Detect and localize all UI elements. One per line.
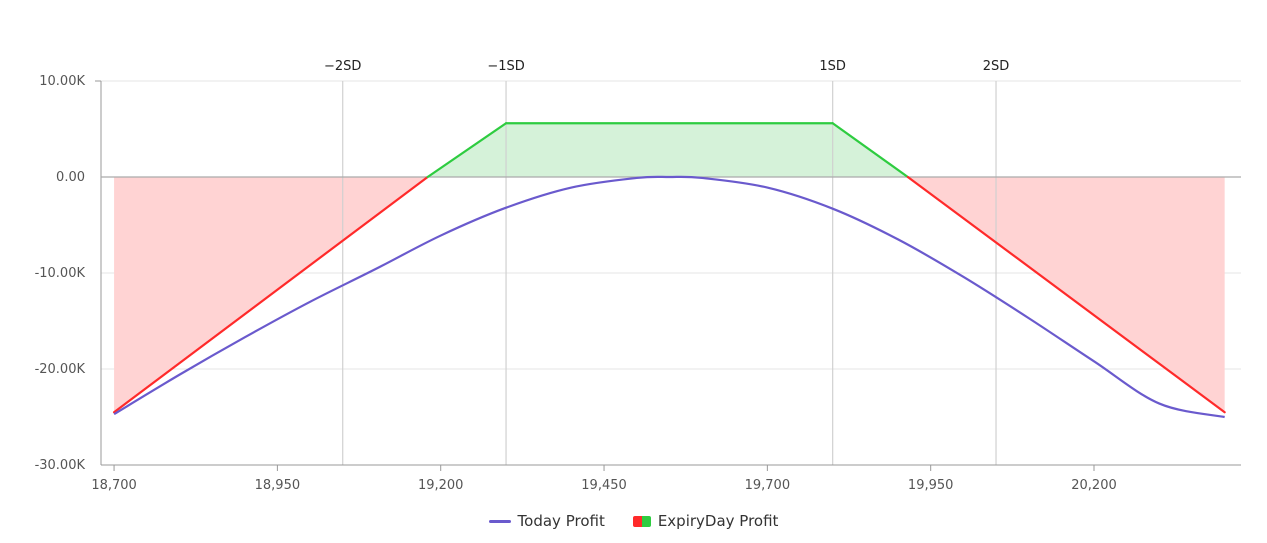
x-tick-label: 19,200 [418, 478, 464, 493]
y-tick-label: -10.00K [35, 266, 86, 281]
expiry-loss-line-segment [112, 175, 429, 414]
expiry-profit-line-segment [831, 122, 909, 179]
legend-today-profit-line-icon [488, 519, 511, 523]
x-tick-label: 19,450 [581, 478, 627, 493]
x-tick-label: 18,700 [91, 478, 137, 493]
series-line-layer [112, 122, 1226, 419]
y-tick-label: -20.00K [35, 362, 86, 377]
x-tick-label: 20,200 [1071, 478, 1117, 493]
legend-expiryday-profit-swatch-icon [632, 515, 651, 527]
sd-marker-label: −1SD [487, 59, 524, 74]
profit-area [506, 123, 833, 177]
sd-marker-label: 2SD [983, 59, 1010, 74]
legend-today-profit-label: Today Profit [517, 512, 605, 530]
sd-marker-layer [342, 81, 997, 465]
legend-expiryday-profit-label: ExpiryDay Profit [657, 512, 779, 530]
tick-label-layer: 10.00K 0.00 -10.00K -20.00K -30.00K 18,700 18,… [35, 59, 1117, 493]
x-tick-label: 18,950 [255, 478, 301, 493]
payoff-chart-svg: 10.00K 0.00 -10.00K -20.00K -30.00K 18,700 18,… [35, 59, 1241, 493]
expiry-profit-line-segment [426, 122, 508, 179]
sd-marker-label: −2SD [324, 59, 361, 74]
expiry-loss-line-segment [906, 175, 1226, 414]
y-tick-label: 0.00 [56, 170, 85, 185]
legend-item-today-profit[interactable]: Today Profit [488, 512, 605, 530]
y-tick-label: -30.00K [35, 458, 86, 473]
sd-marker-label: 1SD [819, 59, 846, 74]
y-tick-label: 10.00K [39, 74, 85, 89]
today-profit-line [113, 175, 1225, 419]
legend-item-expiryday-profit[interactable]: ExpiryDay Profit [632, 512, 779, 530]
x-tick-label: 19,700 [745, 478, 791, 493]
x-tick-label: 19,950 [908, 478, 954, 493]
legend: Today Profit ExpiryDay Profit [0, 512, 1267, 530]
